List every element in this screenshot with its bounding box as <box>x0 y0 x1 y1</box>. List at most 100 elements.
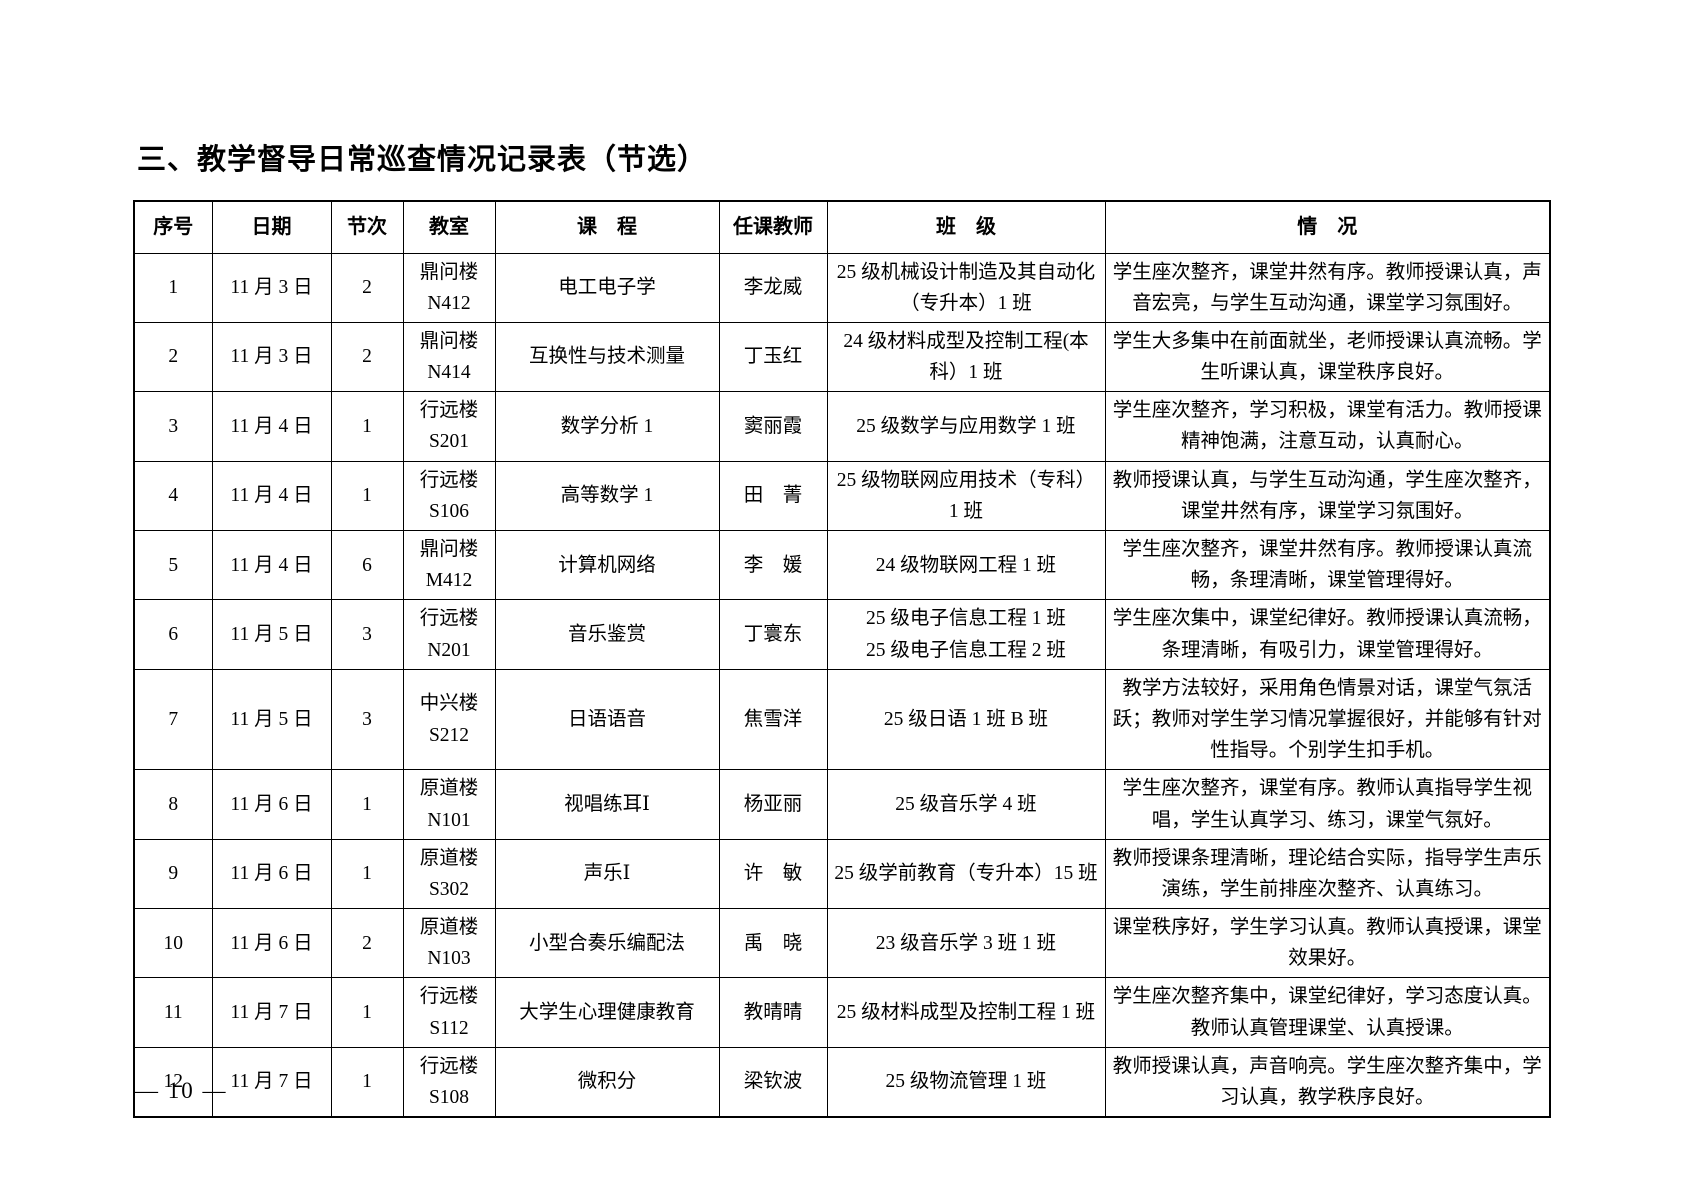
table-cell-class: 25 级音乐学 4 班 <box>826 769 1106 840</box>
table-cell-teacher: 教晴晴 <box>718 977 828 1048</box>
table-cell-date: 11 月 6 日 <box>211 769 332 840</box>
table-cell-course: 微积分 <box>494 1046 720 1118</box>
table-cell-teacher: 窦丽霞 <box>718 391 828 462</box>
table-cell-period: 1 <box>330 391 404 462</box>
table-row: 8 11 月 6 日 1 原道楼 N101 视唱练耳Ⅰ 杨亚丽 25 级音乐学 4 班学生座… <box>133 769 1551 840</box>
table-cell-course: 日语语音 <box>494 668 720 771</box>
table-cell-class: 25 级学前教育（专升本）15 班 <box>826 838 1106 910</box>
table-cell-no: 2 <box>133 321 213 393</box>
table-cell-period: 3 <box>330 599 404 670</box>
table-cell-note: 教师授课认真，与学生互动沟通，学生座次整齐，课堂井然有序，课堂学习氛围好。 <box>1104 460 1551 532</box>
table-cell-note: 学生座次整齐，课堂井然有序。教师授课认真，声音宏亮，与学生互动沟通，课堂学习氛围… <box>1104 252 1551 323</box>
table-row: 1 11 月 3 日 2 鼎问楼 N412 电工电子学 李龙威 25 级机械设计制造及其自动… <box>133 252 1551 323</box>
table-cell-note: 学生座次整齐集中，课堂纪律好，学习态度认真。教师认真管理课堂、认真授课。 <box>1104 977 1551 1048</box>
table-cell-class: 25 级物联网应用技术（专科）1 班 <box>826 460 1106 532</box>
table-cell-date: 11 月 4 日 <box>211 529 332 601</box>
table-cell-note: 学生座次整齐，课堂井然有序。教师授课认真流畅，条理清晰，课堂管理得好。 <box>1104 529 1551 601</box>
table-row: 9 11 月 6 日 1 原道楼 S302 声乐Ⅰ 许 敏 25 级学前教育（专升本）15 … <box>133 838 1551 910</box>
table-cell-period: 1 <box>330 769 404 840</box>
table-cell-course: 高等数学 1 <box>494 460 720 532</box>
table-cell-date: 11 月 3 日 <box>211 321 332 393</box>
table-cell-course: 互换性与技术测量 <box>494 321 720 393</box>
table-cell-teacher: 丁寰东 <box>718 599 828 670</box>
table-cell-class: 25 级日语 1 班 B 班 <box>826 668 1106 771</box>
table-cell-teacher: 许 敏 <box>718 838 828 910</box>
table-cell-class: 25 级材料成型及控制工程 1 班 <box>826 977 1106 1048</box>
table-cell-no: 7 <box>133 668 213 771</box>
table-cell-note: 学生座次整齐，学习积极，课堂有活力。教师授课精神饱满，注意互动，认真耐心。 <box>1104 391 1551 462</box>
table-cell-room: 行远楼 S108 <box>402 1046 496 1118</box>
table-row: 6 11 月 5 日 3 行远楼 N201 音乐鉴赏 丁寰东 25 级电子信息工程 1 班 … <box>133 599 1551 670</box>
table-row: 12 11 月 7 日 1 行远楼 S108 微积分 梁钦波 25 级物流管理 1 班教师授… <box>133 1046 1551 1118</box>
table-cell-room: 原道楼 S302 <box>402 838 496 910</box>
table-cell-class: 24 级物联网工程 1 班 <box>826 529 1106 601</box>
table-cell-date: 11 月 3 日 <box>211 252 332 323</box>
table-cell-date: 11 月 7 日 <box>211 1046 332 1118</box>
table-cell-date: 11 月 6 日 <box>211 908 332 979</box>
table-row: 2 11 月 3 日 2 鼎问楼 N414 互换性与技术测量 丁玉红 24 级材料成型及控制… <box>133 321 1551 393</box>
table-cell-no: 4 <box>133 460 213 532</box>
table-cell-course: 小型合奏乐编配法 <box>494 908 720 979</box>
table-cell-note: 学生大多集中在前面就坐，老师授课认真流畅。学生听课认真，课堂秩序良好。 <box>1104 321 1551 393</box>
table-cell-period: 1 <box>330 977 404 1048</box>
table-cell-date: 11 月 4 日 <box>211 391 332 462</box>
header-teacher: 任课教师 <box>718 200 828 254</box>
table-cell-period: 3 <box>330 668 404 771</box>
table-cell-date: 11 月 7 日 <box>211 977 332 1048</box>
table-row: 3 11 月 4 日 1 行远楼 S201 数学分析 1 窦丽霞 25 级数学与应用数学 1… <box>133 391 1551 462</box>
table-cell-period: 2 <box>330 252 404 323</box>
table-cell-room: 鼎问楼 M412 <box>402 529 496 601</box>
table-cell-date: 11 月 6 日 <box>211 838 332 910</box>
table-cell-class: 25 级物流管理 1 班 <box>826 1046 1106 1118</box>
header-class: 班 级 <box>826 200 1106 254</box>
table-cell-teacher: 禹 晓 <box>718 908 828 979</box>
table-cell-no: 11 <box>133 977 213 1048</box>
table-cell-no: 3 <box>133 391 213 462</box>
table-cell-note: 课堂秩序好，学生学习认真。教师认真授课，课堂效果好。 <box>1104 908 1551 979</box>
table-cell-period: 6 <box>330 529 404 601</box>
section-title: 三、教学督导日常巡查情况记录表（节选） <box>137 144 708 176</box>
header-note: 情 况 <box>1104 200 1551 254</box>
table-cell-room: 中兴楼 S212 <box>402 668 496 771</box>
table-row: 5 11 月 4 日 6 鼎问楼 M412 计算机网络李 媛 24 级物联网工程 1 班学… <box>133 529 1551 601</box>
table-cell-room: 行远楼 S106 <box>402 460 496 532</box>
table-cell-teacher: 杨亚丽 <box>718 769 828 840</box>
header-period: 节次 <box>330 200 404 254</box>
table-cell-course: 声乐Ⅰ <box>494 838 720 910</box>
header-room: 教室 <box>402 200 496 254</box>
table-cell-room: 原道楼 N101 <box>402 769 496 840</box>
table-row: 10 11 月 6 日 2 原道楼 N103 小型合奏乐编配法禹 晓 23 级音乐学 3 … <box>133 908 1551 979</box>
table-cell-room: 行远楼 S201 <box>402 391 496 462</box>
table-cell-room: 原道楼 N103 <box>402 908 496 979</box>
table-cell-class: 25 级数学与应用数学 1 班 <box>826 391 1106 462</box>
table-cell-teacher: 焦雪洋 <box>718 668 828 771</box>
table-cell-date: 11 月 5 日 <box>211 668 332 771</box>
table-cell-teacher: 丁玉红 <box>718 321 828 393</box>
table-cell-room: 行远楼 S112 <box>402 977 496 1048</box>
table-cell-no: 1 <box>133 252 213 323</box>
table-cell-no: 8 <box>133 769 213 840</box>
table-cell-teacher: 李 媛 <box>718 529 828 601</box>
page-number: — 10 — <box>135 1078 228 1103</box>
table-cell-period: 2 <box>330 321 404 393</box>
table-cell-no: 9 <box>133 838 213 910</box>
table-row: 11 11 月 7 日 1 行远楼 S112 大学生心理健康教育 教晴晴 25 级材料成型及… <box>133 977 1551 1048</box>
table-cell-teacher: 田 菁 <box>718 460 828 532</box>
table-cell-note: 学生座次整齐，课堂有序。教师认真指导学生视唱，学生认真学习、练习，课堂气氛好。 <box>1104 769 1551 840</box>
table-cell-no: 12 <box>133 1046 213 1118</box>
table-cell-class: 25 级机械设计制造及其自动化（专升本）1 班 <box>826 252 1106 323</box>
table-cell-note: 教师授课认真，声音响亮。学生座次整齐集中，学习认真，教学秩序良好。 <box>1104 1046 1551 1118</box>
table-cell-course: 电工电子学 <box>494 252 720 323</box>
table-cell-note: 教学方法较好，采用角色情景对话，课堂气氛活跃；教师对学生学习情况掌握很好，并能够… <box>1104 668 1551 771</box>
table-cell-period: 2 <box>330 908 404 979</box>
table-cell-room: 鼎问楼 N412 <box>402 252 496 323</box>
table-cell-class: 24 级材料成型及控制工程(本科）1 班 <box>826 321 1106 393</box>
table-cell-course: 数学分析 1 <box>494 391 720 462</box>
header-no: 序号 <box>133 200 213 254</box>
table-cell-course: 视唱练耳Ⅰ <box>494 769 720 840</box>
table-cell-course: 计算机网络 <box>494 529 720 601</box>
table-cell-no: 6 <box>133 599 213 670</box>
table-header-row: 序号 日期 节次 教室 课 程 任课教师 班 级 情 况 <box>133 200 1551 254</box>
